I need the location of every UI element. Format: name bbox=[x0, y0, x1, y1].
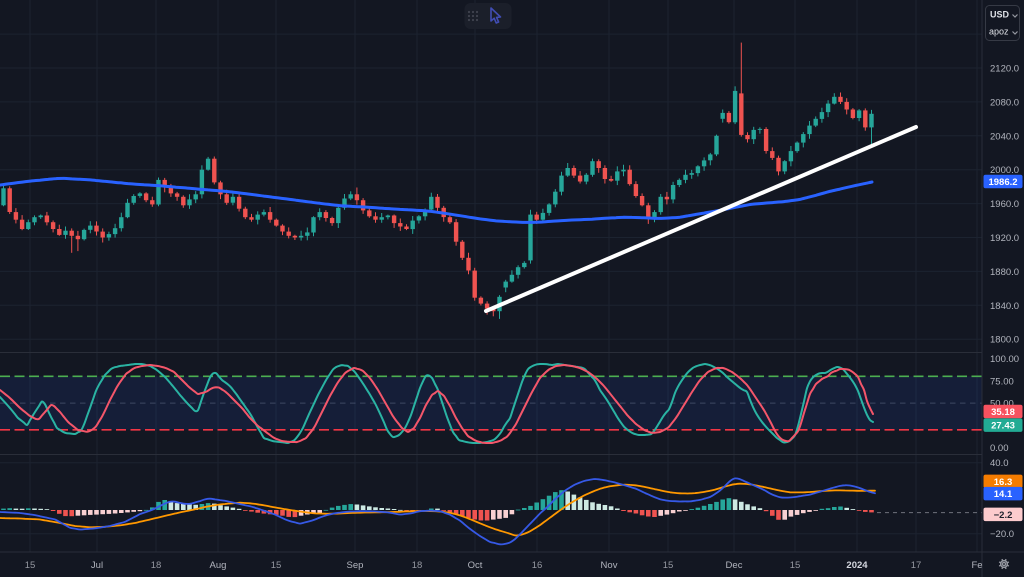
svg-text:18: 18 bbox=[412, 560, 423, 571]
svg-text:1840.0: 1840.0 bbox=[990, 301, 1019, 312]
svg-text:35.18: 35.18 bbox=[991, 407, 1015, 418]
svg-text:14.1: 14.1 bbox=[994, 489, 1013, 500]
svg-text:100.00: 100.00 bbox=[990, 354, 1019, 365]
svg-text:−2.2: −2.2 bbox=[994, 510, 1013, 521]
svg-text:2040.0: 2040.0 bbox=[990, 131, 1019, 142]
svg-text:75.00: 75.00 bbox=[990, 376, 1014, 387]
svg-text:apoz: apoz bbox=[989, 27, 1009, 37]
svg-text:16.3: 16.3 bbox=[994, 477, 1013, 488]
svg-text:USD: USD bbox=[990, 10, 1010, 20]
svg-text:15: 15 bbox=[790, 560, 801, 571]
svg-text:Fe: Fe bbox=[971, 560, 982, 571]
svg-text:2080.0: 2080.0 bbox=[990, 97, 1019, 108]
svg-text:Oct: Oct bbox=[468, 560, 483, 571]
svg-text:40.0: 40.0 bbox=[990, 458, 1009, 469]
svg-text:18: 18 bbox=[151, 560, 162, 571]
svg-text:15: 15 bbox=[25, 560, 36, 571]
svg-text:0.00: 0.00 bbox=[990, 443, 1009, 454]
svg-text:16: 16 bbox=[532, 560, 543, 571]
svg-text:1880.0: 1880.0 bbox=[990, 267, 1019, 278]
svg-text:Aug: Aug bbox=[210, 560, 227, 571]
svg-text:Dec: Dec bbox=[726, 560, 743, 571]
svg-text:2000.0: 2000.0 bbox=[990, 165, 1019, 176]
svg-text:Sep: Sep bbox=[347, 560, 364, 571]
svg-text:Jul: Jul bbox=[91, 560, 103, 571]
svg-text:1800.0: 1800.0 bbox=[990, 335, 1019, 346]
svg-text:15: 15 bbox=[271, 560, 282, 571]
svg-text:2120.0: 2120.0 bbox=[990, 64, 1019, 75]
svg-text:50.00: 50.00 bbox=[990, 399, 1014, 410]
svg-text:15: 15 bbox=[663, 560, 674, 571]
svg-text:Nov: Nov bbox=[601, 560, 618, 571]
svg-text:1920.0: 1920.0 bbox=[990, 233, 1019, 244]
svg-text:−20.0: −20.0 bbox=[990, 529, 1014, 540]
svg-text:1986.2: 1986.2 bbox=[988, 177, 1017, 188]
svg-text:1960.0: 1960.0 bbox=[990, 199, 1019, 210]
svg-text:27.43: 27.43 bbox=[991, 421, 1015, 432]
svg-text:2024: 2024 bbox=[846, 560, 868, 571]
svg-text:17: 17 bbox=[911, 560, 922, 571]
